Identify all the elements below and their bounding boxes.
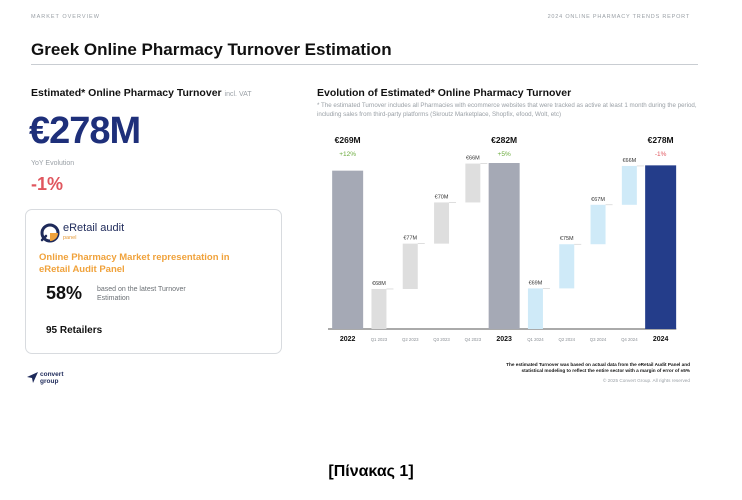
report-label: 2024 ONLINE PHARMACY TRENDS REPORT [547,14,690,20]
value-label-q3-2023: €70M [435,194,449,200]
report-slide: MARKET OVERVIEW 2024 ONLINE PHARMACY TRE… [19,5,704,400]
category-label-2023: 2023 [496,336,512,343]
bar-q4-2024 [621,165,637,205]
value-label-q1-2023: €68M [372,281,386,287]
panel-retailers: 95 Retailers [46,325,103,336]
audit-panel-card: eRetail audit panel Online Pharmacy Mark… [25,209,282,354]
methodology-note: The estimated Turnover was based on actu… [506,362,690,374]
category-label-q2-2023: Q2 2023 [402,337,419,342]
category-label-q2-2024: Q2 2024 [559,337,576,342]
value-label-2024: €278M [648,135,674,145]
value-label-q2-2023: €77M [403,236,417,242]
title-divider [31,64,698,65]
bar-q3-2024 [590,204,606,245]
value-label-q2-2024: €75M [560,236,574,242]
category-label-q3-2023: Q3 2023 [433,337,450,342]
page-title: Greek Online Pharmacy Turnover Estimatio… [31,40,392,59]
category-label-2022: 2022 [340,336,356,343]
bar-q2-2023 [402,243,418,289]
section-label: MARKET OVERVIEW [31,14,100,20]
turnover-value: €278M [29,110,141,152]
copyright: © 2025 Convert Group. All rights reserve… [602,378,690,383]
value-label-q1-2024: €69M [529,280,543,286]
convert-group-logo-icon [27,372,38,383]
value-label-q3-2024: €67M [591,197,605,203]
yoy-value: -1% [31,174,64,194]
bar-q4-2023 [465,163,481,203]
chart-footnote: * The estimated Turnover includes all Ph… [317,102,697,118]
yoy-label: YoY Evolution [31,160,75,167]
bar-q3-2023 [434,202,450,244]
vat-note: incl. VAT [224,91,252,98]
convert-group-logo-text: convert group [40,371,63,385]
growth-label-2024: -1% [655,151,667,158]
category-label-q3-2024: Q3 2024 [590,337,607,342]
bar-q1-2023 [371,288,387,329]
panel-percentage-note: based on the latest Turnover Estimation [97,286,186,302]
category-label-2024: 2024 [653,336,669,343]
bar-q2-2024 [559,244,575,289]
growth-label-2023: +5% [498,151,511,158]
category-label-q4-2024: Q4 2024 [621,337,638,342]
brand-line1: convert [40,371,64,378]
eretail-logo-text: eRetail audit [63,222,125,234]
figure-caption: [Πίνακας 1] [328,463,414,480]
bar-q1-2024 [527,288,543,329]
category-label-q1-2023: Q1 2023 [371,337,388,342]
value-label-q4-2024: €66M [622,158,636,164]
bar-2024 [645,165,677,329]
brand-line2: group [40,378,59,385]
growth-label-2022: +12% [339,151,356,158]
value-label-2022: €269M [335,135,361,145]
value-label-q4-2023: €66M [466,156,480,162]
category-label-q4-2023: Q4 2023 [465,337,482,342]
eretail-logo-sub: panel [63,235,77,241]
waterfall-chart: €269M +12% 2022 €68M Q1 2023 €77M Q2 2023 €70M Q… [328,135,677,343]
turnover-heading-text: Estimated* Online Pharmacy Turnover [31,87,222,99]
bar-2023 [488,163,520,329]
value-label-2023: €282M [491,135,517,145]
bar-2022 [332,170,364,329]
panel-heading: Online Pharmacy Market representation in… [39,252,230,275]
category-label-q1-2024: Q1 2024 [527,337,544,342]
chart-title: Evolution of Estimated* Online Pharmacy … [317,87,572,99]
eretail-logo-icon [40,223,60,243]
panel-percentage: 58% [46,283,83,303]
turnover-heading: Estimated* Online Pharmacy Turnover incl… [31,87,252,99]
